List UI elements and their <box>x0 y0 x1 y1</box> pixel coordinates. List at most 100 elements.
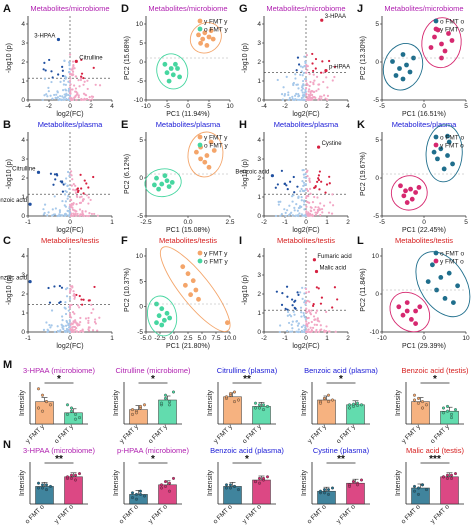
volcano-point <box>301 286 304 289</box>
volcano-point <box>67 323 70 327</box>
bar-category-label: o FMT y <box>147 423 169 445</box>
volcano-point <box>290 195 294 198</box>
legend-marker <box>433 18 439 24</box>
volcano-point <box>71 68 74 71</box>
bar-point <box>442 475 446 479</box>
volcano-point <box>57 73 60 76</box>
volcano-point <box>87 316 90 320</box>
volcano-point <box>284 307 287 310</box>
volcano-point <box>86 79 89 82</box>
volcano-point <box>313 79 316 82</box>
legend-marker <box>197 134 203 140</box>
confidence-ellipse <box>425 124 463 183</box>
volcano-point <box>303 214 306 217</box>
volcano-point <box>55 93 58 96</box>
volcano-point <box>68 211 71 214</box>
volcano-point <box>71 310 75 314</box>
panel-C: C Metabolites/testis-1 0 101234log2(FC)-log… <box>0 235 114 350</box>
pca-point <box>396 304 402 310</box>
bar-point <box>262 476 266 480</box>
volcano-point <box>87 321 90 324</box>
volcano-point <box>303 208 306 211</box>
volcano-point <box>280 169 283 172</box>
bar-point <box>327 400 331 404</box>
volcano-point <box>53 285 56 288</box>
panel-title: Metabolites/plasma <box>38 120 103 129</box>
legend-label: y FMT o <box>440 258 464 265</box>
volcano-point <box>47 90 50 93</box>
volcano-point <box>76 195 79 198</box>
pca-point <box>409 317 414 322</box>
bar-point <box>327 492 331 496</box>
volcano-point <box>311 214 314 218</box>
volcano-point <box>309 187 312 190</box>
bar-panel: Citrulline (microbiome) Intensity y FMT y o… <box>113 366 191 445</box>
panel-J: J Metabolites/microbiome -5 0 5 -5 0 5 PC1 (16.5… <box>357 3 468 118</box>
volcano-point <box>72 325 75 328</box>
volcano-point <box>305 311 309 314</box>
x-tick-label: 0 <box>68 103 72 110</box>
bar-point <box>232 400 236 404</box>
bar-category-label: y FMT o <box>53 503 75 525</box>
pca-point <box>206 164 212 170</box>
volcano-point <box>91 98 94 101</box>
legend-marker <box>197 142 203 148</box>
volcano-point <box>69 97 72 100</box>
x-tick-label: 5 <box>207 103 211 110</box>
panel-letter-M: M <box>3 359 12 371</box>
volcano-point <box>317 287 320 290</box>
x-tick-label: -10 <box>141 103 151 110</box>
x-tick-label: 2 <box>325 103 329 110</box>
y-tick-label: 10 <box>136 253 144 260</box>
volcano-point <box>75 330 79 333</box>
y-tick-label: 4 <box>257 253 261 260</box>
y-tick-label: -10 <box>370 329 380 336</box>
pca-point <box>182 282 188 288</box>
bar-point <box>41 486 45 490</box>
point-annotation: p-HPAA <box>329 65 350 71</box>
volcano-point <box>317 330 321 334</box>
bar <box>440 476 459 505</box>
volcano-point <box>56 325 59 328</box>
bar <box>129 409 148 425</box>
x-tick-label: 4 <box>110 103 114 110</box>
volcano-point <box>308 88 311 91</box>
y-tick-label: -10 <box>134 97 144 104</box>
volcano-point <box>56 174 59 177</box>
volcano-point <box>63 59 66 62</box>
x-tick-label: -2 <box>261 335 267 342</box>
volcano-point <box>55 97 58 100</box>
volcano-point <box>303 55 306 58</box>
bar-point <box>65 412 69 416</box>
volcano-point <box>60 323 63 326</box>
legend-label: y FMT y <box>204 18 228 25</box>
annotated-point <box>314 269 319 274</box>
pca-point <box>430 262 435 268</box>
pca-point <box>194 149 199 155</box>
volcano-point <box>63 193 67 196</box>
bar-point <box>130 412 134 416</box>
bar-point <box>446 476 450 480</box>
volcano-point <box>96 329 99 332</box>
volcano-point <box>296 56 300 59</box>
bar-point <box>77 416 81 420</box>
volcano-point <box>64 200 68 203</box>
volcano-point <box>308 98 311 101</box>
volcano-point <box>305 82 308 85</box>
volcano-point <box>305 205 308 208</box>
volcano-point <box>87 196 90 199</box>
volcano-point <box>70 328 73 332</box>
volcano-point <box>336 298 339 301</box>
volcano-point <box>56 91 59 94</box>
volcano-point <box>288 313 291 316</box>
volcano-point <box>308 180 312 184</box>
volcano-point <box>328 330 331 333</box>
volcano-point <box>286 329 289 333</box>
volcano-point <box>66 328 69 331</box>
y-tick-label: 0 <box>375 291 379 298</box>
pca-point <box>403 188 408 194</box>
volcano-point <box>72 188 75 191</box>
volcano-point <box>297 214 300 218</box>
y-axis-label: PC2 (13.30%) <box>360 36 367 80</box>
bar-point <box>171 476 175 480</box>
